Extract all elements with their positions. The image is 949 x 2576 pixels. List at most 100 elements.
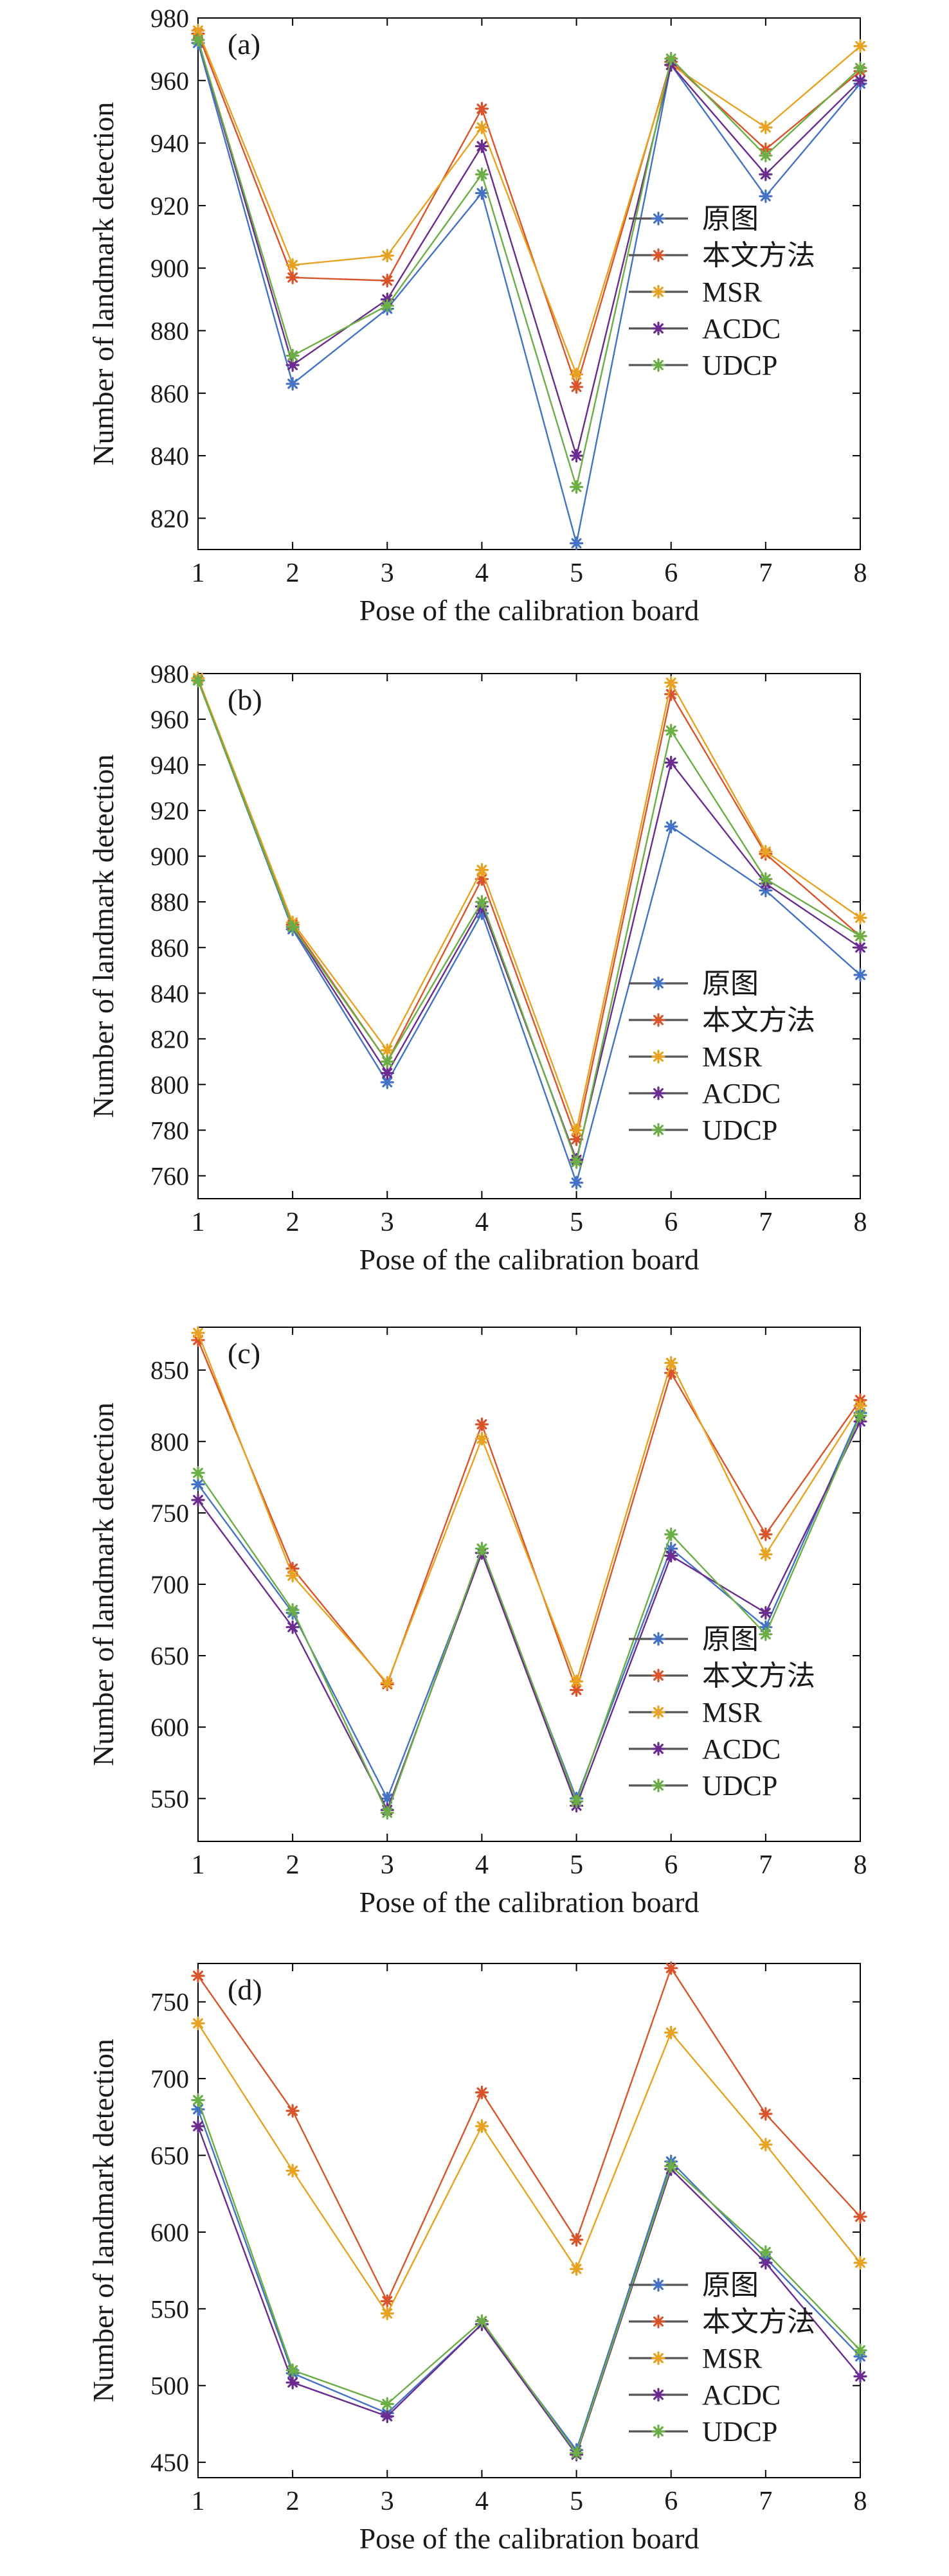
data-point: [759, 2245, 773, 2259]
y-tick-label: 650: [150, 2142, 189, 2170]
y-tick-label: 960: [150, 705, 189, 734]
data-point: [853, 968, 867, 982]
legend-marker: [651, 1668, 665, 1683]
legend-label: 原图: [702, 203, 759, 235]
data-point: [569, 367, 584, 382]
legend-item: 原图: [629, 203, 759, 235]
y-axis-label: Number of landmark detection: [87, 755, 120, 1118]
series-line: [197, 39, 861, 488]
series-line: [197, 1332, 862, 1684]
x-tick-label: 4: [475, 1208, 489, 1237]
data-point: [853, 911, 867, 925]
legend-item: UDCP: [629, 350, 777, 381]
y-tick-label: 700: [150, 1570, 189, 1599]
data-point: [380, 274, 394, 288]
legend-item: UDCP: [629, 1114, 777, 1146]
legend-marker: [651, 1086, 665, 1100]
x-tick-label: 3: [381, 2487, 394, 2516]
data-point: [853, 929, 867, 944]
x-tick-label: 3: [381, 559, 394, 588]
x-tick-label: 8: [854, 2487, 867, 2516]
data-point: [191, 33, 205, 47]
legend-marker: [651, 321, 665, 335]
series-3: [191, 2016, 867, 2321]
legend-marker: [651, 1742, 665, 1756]
x-axis-label: Pose of the calibration board: [359, 1243, 700, 1276]
x-tick-label: 2: [286, 559, 300, 588]
y-tick-label: 550: [150, 2294, 189, 2323]
data-point: [569, 1123, 584, 1138]
data-point: [191, 1477, 205, 1492]
data-point: [380, 1043, 394, 1057]
y-tick-label: 980: [150, 659, 189, 688]
x-tick-label: 3: [381, 1208, 394, 1237]
data-point: [759, 1627, 773, 1641]
legend-item: MSR: [629, 276, 763, 308]
data-point: [474, 1431, 489, 1445]
x-tick-label: 7: [759, 2487, 772, 2516]
data-point: [285, 1561, 300, 1576]
y-tick-label: 900: [150, 842, 189, 871]
x-tick-label: 6: [664, 1208, 678, 1237]
data-point: [474, 1417, 489, 1431]
x-axis-label: Pose of the calibration board: [359, 1886, 700, 1919]
legend-marker: [651, 1705, 665, 1719]
legend-marker: [651, 285, 665, 299]
data-point: [664, 2159, 678, 2173]
legend-marker: [651, 1632, 665, 1646]
legend-item: 本文方法: [629, 1005, 815, 1036]
legend-marker: [651, 2424, 665, 2438]
series-line: [197, 677, 861, 1131]
y-tick-label: 820: [150, 1024, 189, 1053]
series-line: [197, 42, 861, 544]
data-point: [664, 675, 678, 690]
x-tick-label: 5: [570, 2487, 583, 2516]
data-point: [759, 148, 773, 163]
series-1: [191, 36, 867, 550]
y-tick-label: 700: [150, 2064, 189, 2093]
x-tick-label: 1: [192, 1208, 205, 1237]
y-tick-label: 760: [150, 1161, 189, 1190]
legend-label: 本文方法: [702, 1005, 815, 1036]
data-point: [380, 2397, 394, 2411]
data-point: [569, 2446, 584, 2460]
panel-label: (b): [228, 683, 262, 716]
legend-label: 本文方法: [702, 240, 815, 271]
data-point: [759, 2107, 773, 2121]
data-point: [474, 2119, 489, 2133]
legend-label: ACDC: [702, 313, 781, 344]
y-axis-label: Number of landmark detection: [87, 102, 120, 466]
legend-label: ACDC: [702, 2379, 781, 2411]
series-line: [197, 2125, 861, 2456]
legend-marker: [651, 358, 665, 372]
legend-item: UDCP: [629, 2416, 777, 2447]
y-tick-label: 450: [150, 2448, 189, 2477]
y-tick-label: 500: [150, 2372, 189, 2401]
legend-label: UDCP: [702, 350, 777, 381]
data-point: [569, 1794, 584, 1809]
legend-item: 原图: [629, 1623, 759, 1655]
y-axis-label: Number of landmark detection: [87, 1402, 120, 1766]
data-point: [664, 1527, 678, 1541]
legend-item: ACDC: [629, 1733, 781, 1765]
y-tick-label: 900: [150, 254, 189, 283]
x-tick-label: 6: [664, 2487, 678, 2516]
x-tick-label: 4: [475, 559, 489, 588]
y-tick-label: 820: [150, 504, 189, 533]
x-tick-label: 8: [854, 1850, 867, 1880]
data-point: [285, 920, 300, 934]
y-tick-label: 750: [150, 1988, 189, 2017]
data-point: [380, 249, 394, 263]
plot-frame: [197, 17, 861, 550]
data-point: [474, 120, 489, 134]
data-point: [569, 1683, 584, 1697]
series-line: [197, 680, 861, 1140]
data-point: [664, 51, 678, 66]
x-tick-label: 7: [759, 1850, 772, 1880]
x-tick-label: 3: [381, 1850, 394, 1880]
y-tick-label: 860: [150, 933, 189, 962]
legend-item: MSR: [629, 1041, 763, 1073]
y-tick-label: 920: [150, 192, 189, 220]
x-axis-label: Pose of the calibration board: [359, 2522, 700, 2555]
